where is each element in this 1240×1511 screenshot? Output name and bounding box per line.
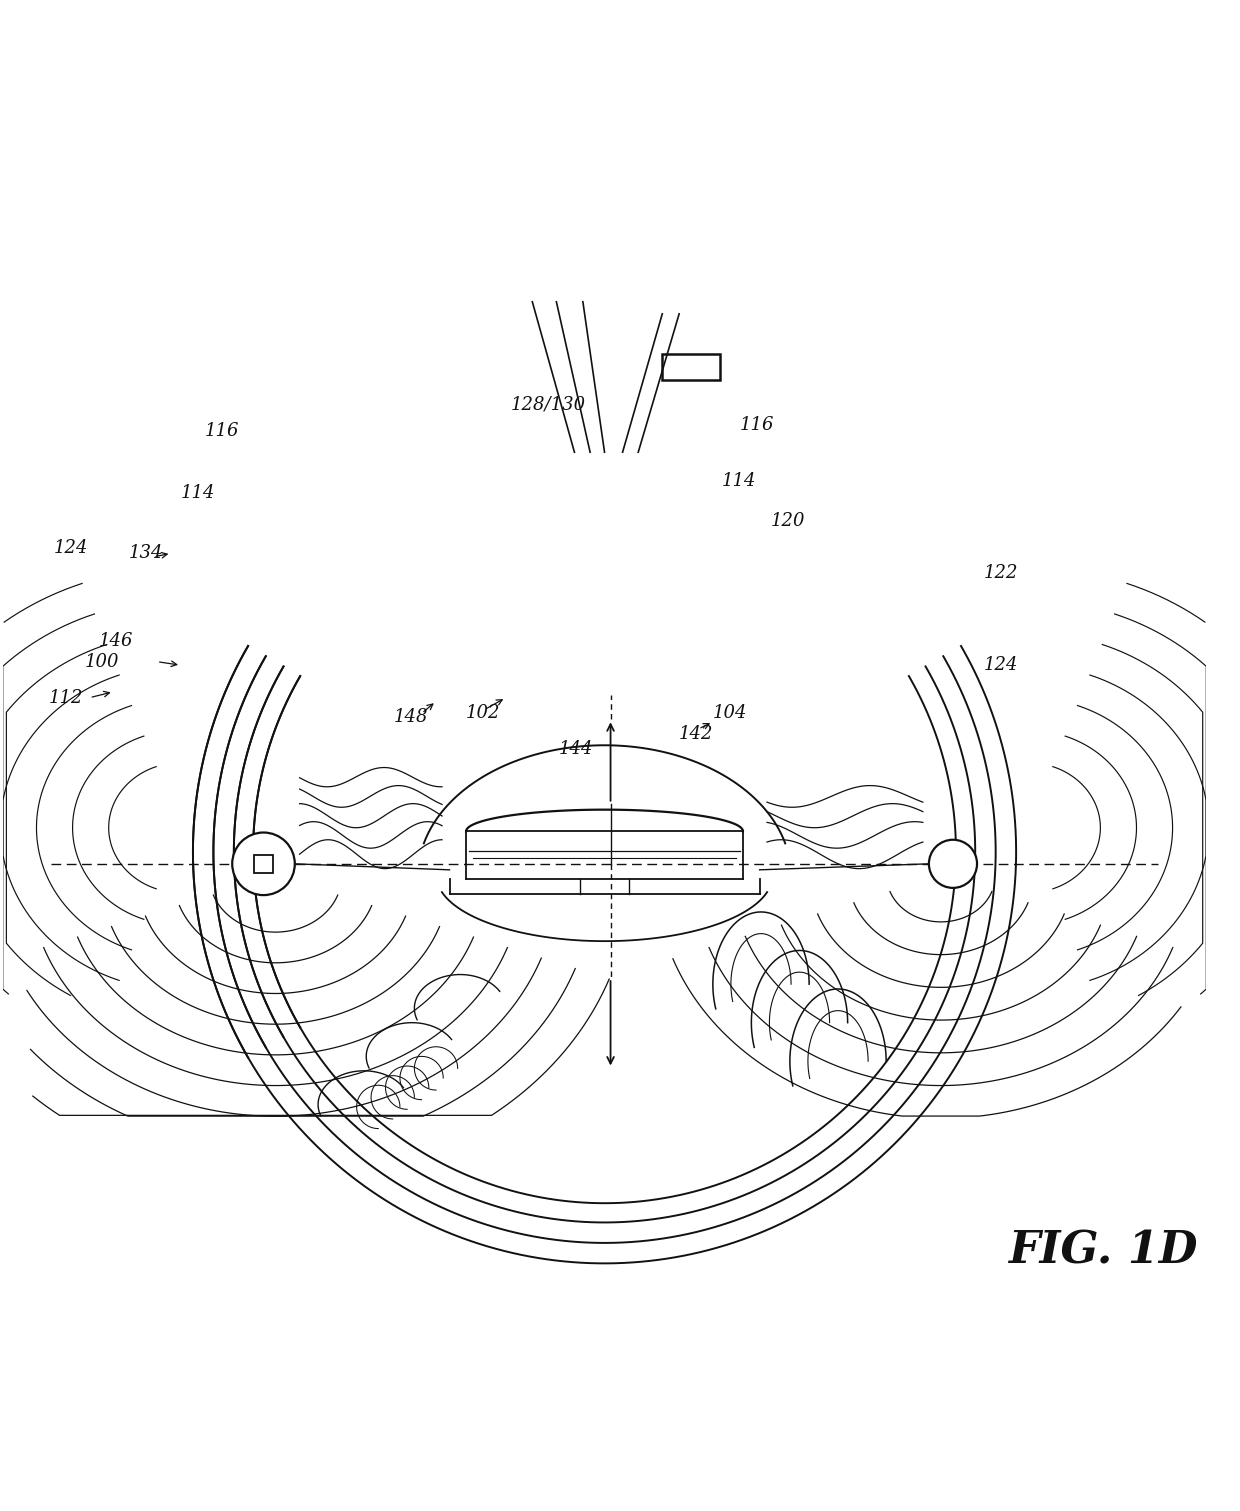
Text: 146: 146 <box>99 632 134 650</box>
Bar <box>662 354 720 379</box>
Text: 116: 116 <box>739 416 774 434</box>
Text: 142: 142 <box>680 725 714 743</box>
Text: 128/130: 128/130 <box>511 394 585 413</box>
Text: 114: 114 <box>181 484 216 502</box>
Circle shape <box>232 833 295 895</box>
Text: 124: 124 <box>53 539 88 558</box>
Text: FIG. 1D: FIG. 1D <box>1008 1230 1197 1272</box>
Text: 134: 134 <box>129 544 164 562</box>
Text: 116: 116 <box>205 422 239 440</box>
Text: 112: 112 <box>48 689 83 707</box>
Text: 102: 102 <box>466 704 501 722</box>
Text: 100: 100 <box>84 653 119 671</box>
Text: 104: 104 <box>713 704 748 722</box>
Circle shape <box>929 840 977 888</box>
Bar <box>254 855 273 873</box>
Text: 144: 144 <box>559 740 593 759</box>
Text: 114: 114 <box>722 471 755 490</box>
Text: 120: 120 <box>770 512 805 530</box>
Text: 148: 148 <box>394 709 428 725</box>
Text: 122: 122 <box>983 564 1018 582</box>
Text: 124: 124 <box>983 656 1018 674</box>
